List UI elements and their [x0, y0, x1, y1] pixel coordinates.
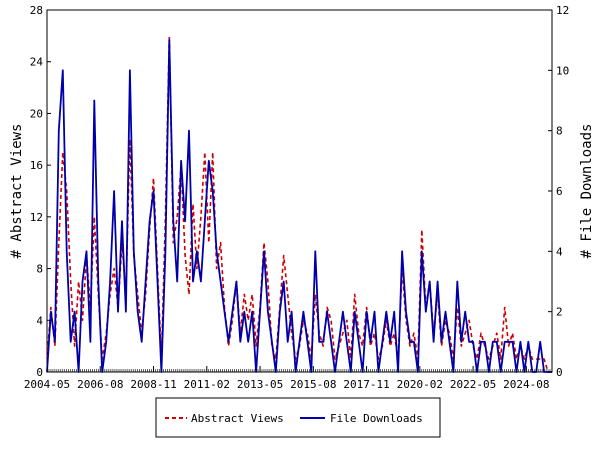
y-left-tick-label: 12	[30, 211, 43, 224]
legend-file-downloads-label: File Downloads	[330, 412, 423, 425]
x-tick-label: 2004-05	[24, 378, 70, 391]
y-left-tick-label: 24	[30, 56, 44, 69]
y-left-tick-label: 8	[36, 263, 43, 276]
x-tick-label: 2013-05	[237, 378, 283, 391]
x-tick-label: 2017-11	[343, 378, 389, 391]
series-layer	[46, 35, 552, 373]
x-tick-label: 2015-08	[290, 378, 336, 391]
y-right-tick-label: 2	[556, 306, 563, 319]
x-tick-label: 2020-02	[397, 378, 443, 391]
y-right-tick-label: 12	[556, 4, 569, 17]
legend-abstract-views-label: Abstract Views	[191, 412, 284, 425]
legend: Abstract Views File Downloads	[155, 397, 441, 438]
y-right-tick-label: 8	[556, 125, 563, 138]
y-left-tick-label: 16	[30, 159, 43, 172]
y-left-tick-label: 20	[30, 107, 43, 120]
y-left-tick-label: 4	[36, 314, 43, 327]
y-left-tick-label: 28	[30, 4, 43, 17]
y-right-tick-label: 10	[556, 64, 569, 77]
x-tick-label: 2024-08	[503, 378, 549, 391]
y-right-tick-label: 4	[556, 245, 563, 258]
y-right-tick-label: 0	[556, 366, 563, 379]
legend-box	[155, 397, 441, 438]
x-tick-label: 2011-02	[184, 378, 230, 391]
plot-frame	[46, 9, 553, 373]
y-right-axis-title: # File Downloads	[579, 124, 595, 259]
x-tick-label: 2022-05	[450, 378, 496, 391]
series-line-file-downloads	[46, 39, 552, 373]
y-left-tick-label: 0	[36, 366, 43, 379]
x-tick-label: 2006-08	[77, 378, 123, 391]
y-left-axis-title: # Abstract Views	[9, 124, 25, 259]
y-right-tick-label: 6	[556, 185, 563, 198]
x-tick-label: 2008-11	[130, 378, 176, 391]
